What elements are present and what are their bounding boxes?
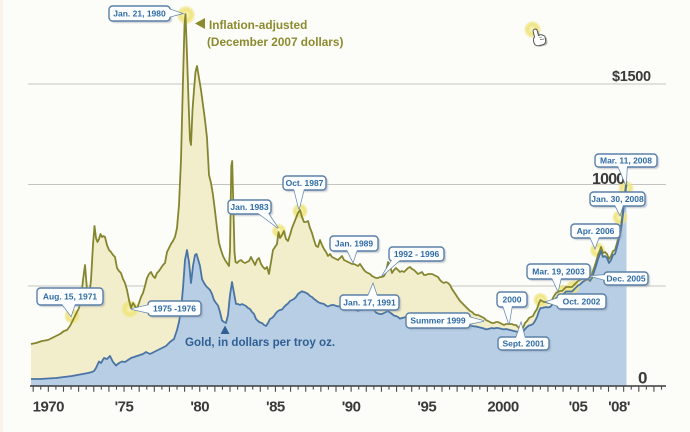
svg-text:'85: '85: [266, 399, 285, 416]
svg-text:1975 -1976: 1975 -1976: [153, 304, 196, 314]
svg-text:Oct. 1987: Oct. 1987: [286, 178, 324, 188]
svg-text:'08': '08': [608, 399, 630, 416]
svg-text:1992 - 1996: 1992 - 1996: [394, 249, 440, 259]
svg-text:2000: 2000: [487, 399, 519, 416]
svg-text:Aug. 15, 1971: Aug. 15, 1971: [43, 292, 98, 302]
svg-text:'95: '95: [417, 399, 436, 416]
svg-text:'90: '90: [342, 399, 361, 416]
svg-text:Mar. 19, 2003: Mar. 19, 2003: [532, 267, 585, 277]
svg-text:Jan. 17, 1991: Jan. 17, 1991: [343, 298, 396, 308]
svg-text:Apr. 2006: Apr. 2006: [577, 226, 615, 236]
svg-text:'75: '75: [115, 399, 134, 416]
svg-text:'05: '05: [569, 399, 588, 416]
svg-text:0: 0: [638, 369, 647, 388]
svg-text:'80: '80: [190, 399, 209, 416]
svg-text:$1500: $1500: [612, 69, 651, 85]
svg-text:Gold, in dollars per troy oz.: Gold, in dollars per troy oz.: [185, 336, 335, 349]
svg-text:Jan. 1989: Jan. 1989: [335, 239, 374, 249]
svg-text:1970: 1970: [33, 399, 65, 416]
svg-text:Mar. 11, 2008: Mar. 11, 2008: [600, 156, 652, 166]
svg-text:2000: 2000: [503, 295, 522, 305]
svg-text:Jan. 1983: Jan. 1983: [230, 202, 269, 212]
svg-text:1000: 1000: [592, 171, 625, 188]
svg-text:Oct. 2002: Oct. 2002: [563, 297, 601, 307]
svg-text:Jan. 21, 1980: Jan. 21, 1980: [113, 9, 166, 19]
svg-text:Jan. 30, 2008: Jan. 30, 2008: [591, 194, 644, 204]
svg-text:Inflation-adjusted: Inflation-adjusted: [209, 18, 307, 32]
svg-text:Dec. 2005: Dec. 2005: [606, 274, 645, 284]
svg-text:(December 2007 dollars): (December 2007 dollars): [207, 35, 343, 49]
svg-text:Sept. 2001: Sept. 2001: [502, 339, 544, 349]
svg-text:Summer 1999: Summer 1999: [410, 316, 466, 326]
